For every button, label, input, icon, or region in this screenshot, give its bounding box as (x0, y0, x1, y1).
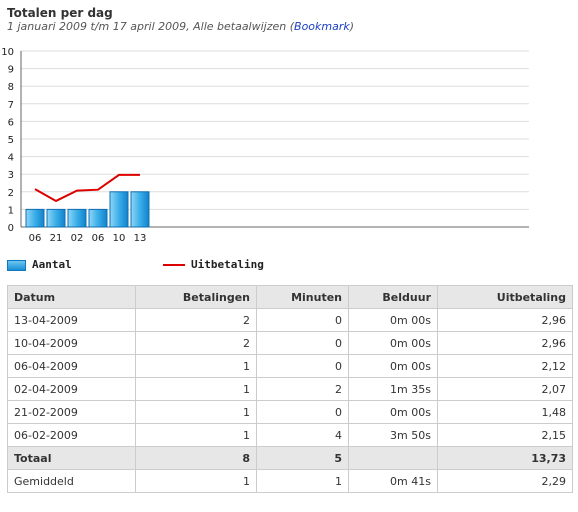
cell-minuten: 2 (256, 377, 349, 401)
y-tick-label: 4 (8, 153, 14, 164)
cell-average-minuten: 1 (256, 469, 349, 493)
x-tick-label: 06 (29, 233, 42, 244)
cell-betalingen: 1 (135, 423, 257, 447)
cell-uitbetaling: 2,96 (437, 308, 573, 332)
totals-table: Datum Betalingen Minuten Belduur Uitbeta… (7, 285, 573, 493)
cell-belduur: 1m 35s (348, 377, 438, 401)
cell-betalingen: 2 (135, 331, 257, 355)
y-tick-label: 3 (8, 170, 14, 181)
cell-betalingen: 1 (135, 377, 257, 401)
cell-belduur: 0m 00s (348, 354, 438, 378)
cell-betalingen: 1 (135, 400, 257, 424)
y-tick-label: 6 (8, 117, 14, 128)
col-datum[interactable]: Datum (7, 285, 136, 309)
y-tick-label: 2 (8, 188, 14, 199)
y-tick-label: 5 (8, 135, 14, 146)
cell-total-label: Totaal (7, 446, 136, 470)
bar (67, 208, 87, 228)
cell-belduur: 0m 00s (348, 331, 438, 355)
average-row: Gemiddeld 1 1 0m 41s 2,29 (7, 469, 573, 493)
y-tick-label: 7 (8, 100, 14, 111)
line-swatch-icon (163, 264, 185, 266)
table-row: 13-04-2009 2 0 0m 00s 2,96 (7, 308, 573, 332)
table-row: 21-02-2009 1 0 0m 00s 1,48 (7, 400, 573, 424)
cell-total-betalingen: 8 (135, 446, 257, 470)
legend-bar-label: Aantal (32, 258, 72, 271)
cell-datum: 10-04-2009 (7, 331, 136, 355)
cell-belduur: 3m 50s (348, 423, 438, 447)
bar (130, 191, 150, 228)
cell-average-belduur: 0m 41s (348, 469, 438, 493)
table-row: 02-04-2009 1 2 1m 35s 2,07 (7, 377, 573, 401)
col-uitbetaling[interactable]: Uitbetaling (437, 285, 573, 309)
bookmark-close-paren: ) (349, 20, 355, 33)
cell-minuten: 0 (256, 308, 349, 332)
cell-betalingen: 2 (135, 308, 257, 332)
cell-average-label: Gemiddeld (7, 469, 136, 493)
cell-belduur: 0m 00s (348, 400, 438, 424)
cell-belduur: 0m 00s (348, 308, 438, 332)
cell-minuten: 0 (256, 354, 349, 378)
y-tick-label: 8 (8, 82, 14, 93)
cell-average-uitbetaling: 2,29 (437, 469, 573, 493)
total-row: Totaal 8 5 13,73 (7, 446, 573, 470)
legend-line-item: Uitbetaling (163, 258, 264, 271)
x-tick-label: 13 (134, 233, 147, 244)
page-title: Totalen per dag (7, 6, 113, 20)
x-tick-label: 06 (92, 233, 105, 244)
table-row: 06-02-2009 1 4 3m 50s 2,15 (7, 423, 573, 447)
col-minuten[interactable]: Minuten (256, 285, 349, 309)
cell-total-belduur (348, 446, 438, 470)
x-tick-label: 10 (113, 233, 126, 244)
bar (109, 191, 129, 228)
y-tick-label: 0 (8, 223, 14, 234)
cell-datum: 21-02-2009 (7, 400, 136, 424)
col-betalingen[interactable]: Betalingen (135, 285, 257, 309)
table-header-row: Datum Betalingen Minuten Belduur Uitbeta… (7, 285, 573, 309)
legend-line-label: Uitbetaling (191, 258, 264, 271)
bar (88, 208, 108, 228)
page-subtitle: 1 januari 2009 t/m 17 april 2009, Alle b… (7, 20, 354, 33)
bookmark-link[interactable]: Bookmark (294, 20, 350, 33)
cell-datum: 06-04-2009 (7, 354, 136, 378)
date-range-text: 1 januari 2009 t/m 17 april 2009, Alle b… (7, 20, 287, 33)
x-tick-label: 21 (50, 233, 63, 244)
cell-datum: 06-02-2009 (7, 423, 136, 447)
bar (46, 208, 66, 228)
legend-bar-item: Aantal (7, 258, 72, 271)
daily-totals-chart: 0 1 2 3 4 5 6 7 8 9 10 06 21 02 06 10 13 (1, 47, 529, 244)
cell-datum: 13-04-2009 (7, 308, 136, 332)
y-tick-label: 1 (8, 205, 14, 216)
cell-uitbetaling: 2,96 (437, 331, 573, 355)
y-tick-label: 9 (8, 65, 14, 76)
uitbetaling-line (34, 173, 140, 203)
cell-uitbetaling: 2,12 (437, 354, 573, 378)
y-tick-label: 10 (1, 47, 14, 58)
cell-uitbetaling: 2,15 (437, 423, 573, 447)
cell-uitbetaling: 1,48 (437, 400, 573, 424)
cell-betalingen: 1 (135, 354, 257, 378)
cell-uitbetaling: 2,07 (437, 377, 573, 401)
col-belduur[interactable]: Belduur (348, 285, 438, 309)
cell-minuten: 0 (256, 331, 349, 355)
cell-total-minuten: 5 (256, 446, 349, 470)
bar (25, 208, 45, 228)
table-row: 10-04-2009 2 0 0m 00s 2,96 (7, 331, 573, 355)
bookmark-open-paren: ( (289, 20, 295, 33)
table-row: 06-04-2009 1 0 0m 00s 2,12 (7, 354, 573, 378)
cell-average-betalingen: 1 (135, 469, 257, 493)
x-tick-label: 02 (71, 233, 84, 244)
cell-datum: 02-04-2009 (7, 377, 136, 401)
cell-minuten: 0 (256, 400, 349, 424)
bar-swatch-icon (7, 259, 26, 271)
cell-total-uitbetaling: 13,73 (437, 446, 573, 470)
cell-minuten: 4 (256, 423, 349, 447)
